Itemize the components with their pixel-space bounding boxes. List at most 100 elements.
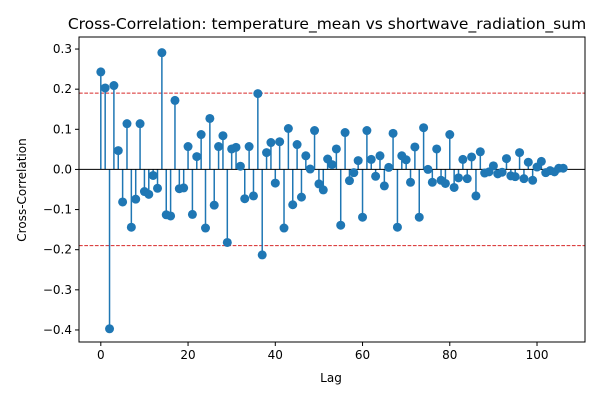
stem-marker bbox=[327, 160, 337, 170]
stem-marker bbox=[336, 220, 346, 230]
stem-marker bbox=[153, 183, 163, 193]
y-axis-label: Cross-Correlation bbox=[15, 138, 29, 241]
stem-marker bbox=[157, 48, 167, 58]
x-tick-label: 20 bbox=[180, 348, 195, 362]
stem-marker bbox=[318, 185, 328, 195]
y-tick-label: 0.2 bbox=[53, 82, 72, 96]
stem-marker bbox=[406, 177, 416, 187]
stem-marker bbox=[240, 194, 250, 204]
stem-marker bbox=[349, 168, 359, 178]
stem-marker bbox=[497, 167, 507, 177]
stem-marker bbox=[519, 174, 529, 184]
stem-marker bbox=[122, 119, 132, 129]
stem-marker bbox=[401, 155, 411, 165]
stem-marker bbox=[126, 222, 136, 232]
stem-marker bbox=[179, 183, 189, 193]
stem-marker bbox=[558, 163, 568, 173]
stem-marker bbox=[131, 194, 141, 204]
stem-marker bbox=[471, 191, 481, 201]
stem-marker bbox=[375, 151, 385, 161]
stem-marker bbox=[100, 83, 110, 93]
stem-marker bbox=[458, 154, 468, 164]
stem-marker bbox=[118, 197, 128, 207]
axes-frame bbox=[78, 36, 586, 343]
y-tick-label: 0.1 bbox=[53, 122, 72, 136]
stem-marker bbox=[445, 130, 455, 140]
stem-marker bbox=[105, 324, 115, 334]
stem-marker bbox=[257, 250, 267, 260]
stem-marker bbox=[449, 182, 459, 192]
stem-marker bbox=[310, 126, 320, 136]
stem-marker bbox=[392, 222, 402, 232]
stem-marker bbox=[467, 152, 477, 162]
stem-marker bbox=[288, 200, 298, 210]
x-tick-label: 60 bbox=[355, 348, 370, 362]
x-tick-label: 80 bbox=[442, 348, 457, 362]
x-tick-label: 40 bbox=[268, 348, 283, 362]
stem-marker bbox=[462, 174, 472, 184]
stem-marker bbox=[275, 137, 285, 147]
stem-marker bbox=[331, 144, 341, 154]
stem-marker bbox=[248, 191, 258, 201]
stem-marker bbox=[235, 161, 245, 171]
stem-marker bbox=[283, 124, 293, 133]
stem-marker bbox=[388, 128, 398, 138]
stem-marker bbox=[231, 142, 241, 152]
stem-marker bbox=[270, 178, 280, 188]
stem-marker bbox=[427, 177, 437, 187]
stem-marker bbox=[501, 154, 511, 164]
stem-marker bbox=[266, 138, 276, 148]
stem-marker bbox=[113, 146, 123, 156]
y-tick-label: −0.1 bbox=[43, 203, 72, 217]
stem-marker bbox=[515, 148, 525, 158]
y-tick-label: −0.3 bbox=[43, 283, 72, 297]
stem-marker bbox=[410, 142, 420, 152]
stem-marker bbox=[366, 154, 376, 164]
stem-marker bbox=[371, 171, 381, 181]
stem-marker bbox=[253, 89, 263, 99]
stem-marker bbox=[488, 161, 498, 171]
stem-marker bbox=[183, 142, 193, 152]
stem-marker bbox=[244, 142, 254, 152]
stem-marker bbox=[196, 130, 206, 140]
stem-marker bbox=[423, 164, 433, 174]
stem-marker bbox=[358, 212, 368, 222]
y-tick-label: 0.3 bbox=[53, 42, 72, 56]
stem-marker bbox=[279, 223, 289, 233]
stem-marker bbox=[192, 152, 202, 162]
chart-title: Cross-Correlation: temperature_mean vs s… bbox=[68, 15, 586, 34]
stem-marker bbox=[144, 189, 154, 199]
stem-marker bbox=[148, 170, 158, 180]
y-tick-label: 0.0 bbox=[53, 162, 72, 176]
stem-marker bbox=[222, 237, 232, 247]
stem-marker bbox=[109, 81, 119, 91]
y-tick-label: −0.2 bbox=[43, 243, 72, 257]
stem-marker bbox=[510, 172, 520, 182]
stem-marker bbox=[362, 126, 372, 136]
stem-marker bbox=[440, 178, 450, 188]
stem-marker bbox=[528, 175, 538, 185]
stem-marker bbox=[262, 148, 272, 158]
x-tick-label: 100 bbox=[526, 348, 549, 362]
stem-marker bbox=[209, 200, 219, 210]
stem-marker bbox=[384, 162, 394, 172]
stem-marker bbox=[135, 119, 145, 129]
plot-area: 0 20 40 60 80 100 −0.4 −0.3 −0.2 −0.1 0.0 0.1 0.2 0.3 bbox=[43, 36, 586, 362]
stem-marker bbox=[301, 151, 311, 161]
stem-marker bbox=[201, 223, 210, 233]
stem-marker bbox=[305, 164, 315, 174]
stem-marker bbox=[292, 140, 302, 150]
stem-marker bbox=[379, 181, 389, 191]
stem-marker bbox=[432, 144, 442, 154]
x-axis-label: Lag bbox=[320, 371, 342, 385]
stem-marker bbox=[96, 67, 106, 77]
stem-marker bbox=[296, 192, 306, 202]
stem-marker bbox=[419, 123, 429, 133]
y-tick-label: −0.4 bbox=[43, 323, 72, 337]
x-tick-label: 0 bbox=[97, 348, 105, 362]
stem-marker bbox=[166, 211, 176, 221]
stem-marker bbox=[414, 212, 424, 222]
stem-marker bbox=[340, 128, 350, 138]
stem-marker bbox=[344, 176, 354, 186]
